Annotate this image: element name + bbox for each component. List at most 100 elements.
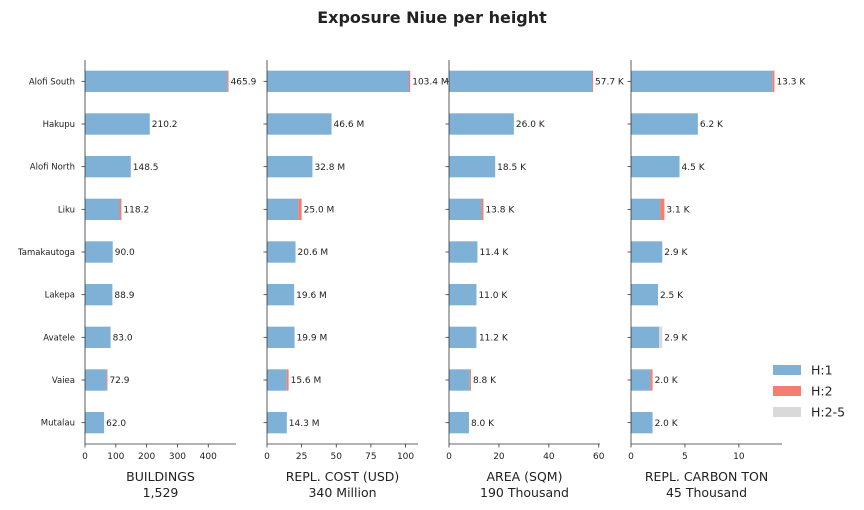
category-label: Avatele: [43, 333, 75, 343]
bar-h-1-vaiea: [631, 369, 651, 391]
value-label: 11.2 K: [479, 334, 509, 344]
bar-h-1-mutalau: [449, 412, 469, 434]
bar-h-1-tamakautoga: [631, 241, 663, 263]
value-label: 46.6 M: [334, 120, 365, 130]
bar-h-1-lakepa: [631, 284, 658, 306]
value-label: 4.5 K: [682, 163, 706, 173]
bar-h-1-liku: [267, 198, 299, 220]
value-label: 6.2 K: [700, 120, 724, 130]
category-label: Alofi North: [30, 163, 75, 173]
x-axis-label: REPL. COST (USD): [286, 469, 400, 484]
bar-h-1-alofi-north: [631, 156, 680, 178]
x-tick-label: 5: [682, 452, 688, 462]
panel-1: 465.9 Alofi South 210.2 Hakupu 148.5 Alofi No…: [17, 60, 257, 500]
bar-h-1-liku: [449, 198, 482, 220]
x-axis-label: BUILDINGS: [126, 469, 195, 484]
value-label: 57.7 K: [595, 78, 625, 88]
bar-h-1-vaiea: [267, 369, 287, 391]
bar-h-2-alofi-south: [408, 70, 411, 92]
legend-swatch-h-2: [773, 386, 801, 396]
legend-label: H:1: [811, 363, 833, 378]
panel-4: 13.3 K 6.2 K 4.5 K 3.1 K 2.9 K 2.5 K 2.9 K 2.0 …: [627, 60, 806, 500]
value-label: 2.9 K: [664, 334, 688, 344]
x-tick-label: 60: [593, 452, 605, 462]
value-label: 148.5: [133, 163, 159, 173]
value-label: 11.4 K: [479, 248, 509, 258]
bar-h-1-hakupu: [267, 113, 332, 135]
bar-h-1-avatele: [631, 326, 660, 348]
category-label: Mutalau: [41, 419, 75, 429]
bar-h-1-tamakautoga: [267, 241, 296, 263]
value-label: 26.0 K: [516, 120, 546, 130]
category-label: Liku: [58, 205, 75, 215]
value-label: 13.3 K: [776, 78, 806, 88]
bar-h-1-alofi-north: [267, 156, 313, 178]
x-tick-label: 100: [397, 452, 414, 462]
bar-h-1-mutalau: [631, 412, 653, 434]
value-label: 103.4 M: [412, 78, 448, 88]
value-label: 118.2: [123, 206, 149, 216]
x-axis-total: 1,529: [143, 485, 179, 500]
x-tick-label: 20: [493, 452, 505, 462]
panel-2: 103.4 M 46.6 M 32.8 M 25.0 M 20.6 M 19.6 M 19.…: [263, 60, 449, 500]
category-label: Lakepa: [45, 291, 75, 301]
value-label: 14.3 M: [289, 419, 320, 429]
value-label: 11.0 K: [478, 291, 508, 301]
bar-h-2-vaiea: [106, 369, 108, 391]
value-label: 15.6 M: [291, 376, 322, 386]
value-label: 90.0: [115, 248, 135, 258]
chart-title: Exposure Niue per height: [317, 8, 547, 27]
x-tick-label: 0: [446, 452, 452, 462]
bar-h-1-liku: [631, 198, 661, 220]
bar-h-1-lakepa: [267, 284, 295, 306]
bar-h-1-alofi-south: [449, 70, 593, 92]
value-label: 32.8 M: [314, 163, 345, 173]
bar-h-1-alofi-south: [267, 70, 409, 92]
x-tick-label: 400: [200, 452, 217, 462]
value-label: 83.0: [113, 334, 133, 344]
panel-3: 57.7 K 26.0 K 18.5 K 13.8 K 11.4 K 11.0 K 11.2…: [445, 60, 625, 500]
x-tick-label: 75: [365, 452, 376, 462]
x-axis-total: 190 Thousand: [480, 485, 569, 500]
value-label: 62.0: [106, 419, 126, 429]
bar-h-2-alofi-south: [227, 70, 229, 92]
bar-h-1-liku: [85, 198, 120, 220]
bar-h-2-liku: [481, 198, 484, 220]
bar-h-2-alofi-south: [772, 70, 775, 92]
bar-h-1-lakepa: [449, 284, 477, 306]
legend-swatch-h-2-5: [773, 407, 801, 417]
x-tick-label: 0: [264, 452, 270, 462]
value-label: 8.0 K: [471, 419, 495, 429]
x-tick-label: 50: [331, 452, 343, 462]
value-label: 88.9: [114, 291, 134, 301]
value-label: 465.9: [231, 78, 257, 88]
legend-swatch-h-1: [773, 365, 801, 375]
bar-h-1-mutalau: [267, 412, 287, 434]
bar-h-1-alofi-south: [85, 70, 228, 92]
x-tick-label: 10: [733, 452, 745, 462]
legend: H:1 H:2 H:2-5: [773, 363, 845, 420]
x-tick-label: 40: [543, 452, 555, 462]
value-label: 2.0 K: [655, 419, 679, 429]
bar-h-1-tamakautoga: [85, 241, 113, 263]
bar-h-1-hakupu: [631, 113, 698, 135]
bar-h-1-tamakautoga: [449, 241, 478, 263]
x-tick-label: 100: [107, 452, 124, 462]
x-tick-label: 25: [296, 452, 307, 462]
bar-h-1-vaiea: [85, 369, 107, 391]
value-label: 20.6 M: [298, 248, 329, 258]
value-label: 3.1 K: [666, 206, 690, 216]
x-axis-total: 45 Thousand: [666, 485, 747, 500]
bar-h-2-vaiea: [650, 369, 653, 391]
bar-h-1-avatele: [267, 326, 295, 348]
bar-h-2-vaiea: [469, 369, 471, 391]
bar-h-2-liku: [660, 198, 665, 220]
bar-h-2-liku: [298, 198, 302, 220]
bar-h-1-alofi-north: [449, 156, 496, 178]
x-tick-label: 0: [82, 452, 88, 462]
bar-h-2-vaiea: [286, 369, 289, 391]
value-label: 19.6 M: [296, 291, 327, 301]
legend-label: H:2: [811, 384, 833, 399]
x-axis-label: REPL. CARBON TON: [645, 469, 768, 484]
